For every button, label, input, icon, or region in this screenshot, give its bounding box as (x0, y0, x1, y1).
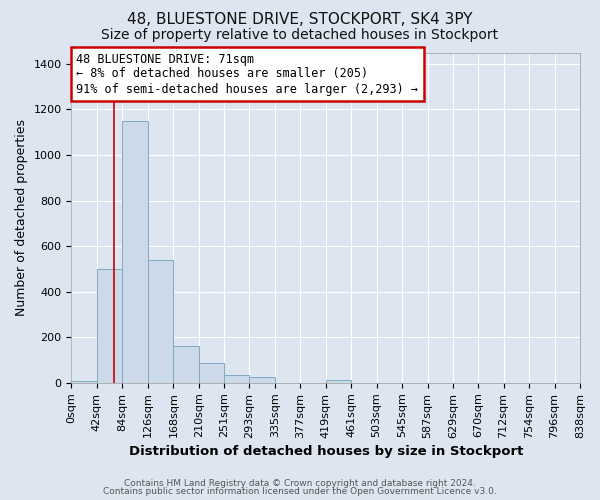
Bar (249, 377, 275, 383)
Bar (173, 346, 199, 383)
Text: Contains public sector information licensed under the Open Government Licence v3: Contains public sector information licen… (103, 487, 497, 496)
Text: Contains HM Land Registry data © Crown copyright and database right 2024.: Contains HM Land Registry data © Crown c… (124, 478, 476, 488)
Text: 48 BLUESTONE DRIVE: 71sqm
← 8% of detached houses are smaller (205)
91% of semi-: 48 BLUESTONE DRIVE: 71sqm ← 8% of detach… (76, 52, 418, 96)
Y-axis label: Number of detached properties: Number of detached properties (15, 119, 28, 316)
Bar (224, 375, 249, 383)
Bar (199, 364, 224, 383)
Bar (122, 121, 148, 383)
Bar (148, 260, 173, 383)
Text: Size of property relative to detached houses in Stockport: Size of property relative to detached ho… (101, 28, 499, 42)
Bar (326, 380, 351, 383)
Bar (71, 380, 97, 383)
X-axis label: Distribution of detached houses by size in Stockport: Distribution of detached houses by size … (128, 444, 523, 458)
Bar (97, 269, 122, 383)
Text: 48, BLUESTONE DRIVE, STOCKPORT, SK4 3PY: 48, BLUESTONE DRIVE, STOCKPORT, SK4 3PY (127, 12, 473, 28)
